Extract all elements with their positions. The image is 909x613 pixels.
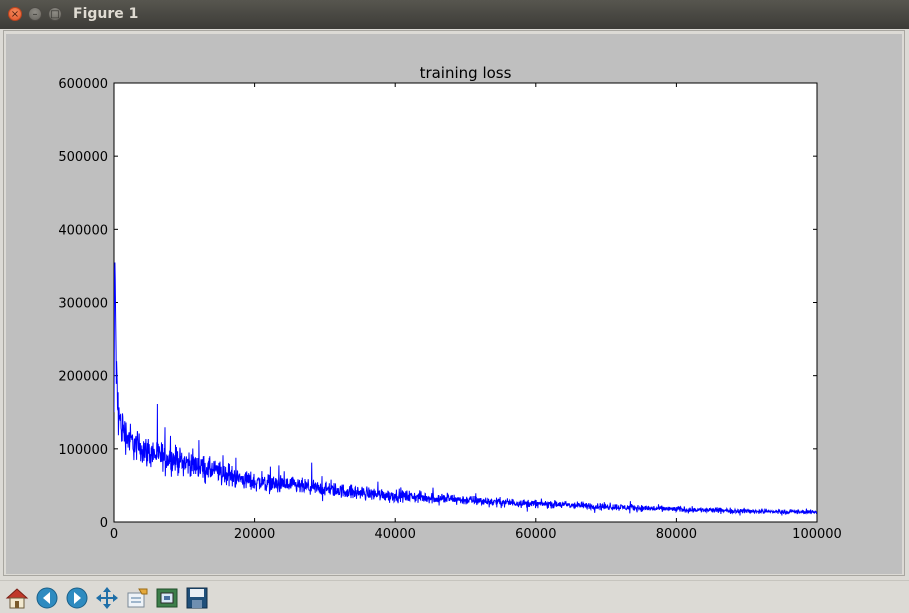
configure-subplots-button[interactable] <box>123 584 150 611</box>
x-tick-label: 0 <box>110 527 118 542</box>
window-title: Figure 1 <box>73 6 139 22</box>
navigation-toolbar <box>0 580 909 613</box>
forward-icon <box>66 587 87 608</box>
y-tick-label: 500000 <box>58 150 108 165</box>
series-line-loss <box>114 262 817 516</box>
y-tick-label: 600000 <box>58 77 108 92</box>
axes-background <box>113 82 818 523</box>
tick-marks <box>113 82 818 523</box>
home-button[interactable] <box>3 584 30 611</box>
tick-labels: 0 20000 40000 60000 80000 100000 0 100000 200000… <box>58 77 841 542</box>
chart-title: training loss <box>420 64 512 82</box>
save-icon <box>186 587 207 608</box>
y-tick-label: 400000 <box>58 223 108 238</box>
x-tick-label: 80000 <box>656 527 697 542</box>
back-button[interactable] <box>33 584 60 611</box>
maximize-icon[interactable]: □ <box>48 7 62 21</box>
x-tick-label: 40000 <box>375 527 416 542</box>
home-icon <box>5 587 28 608</box>
loss-chart: training loss 0 20000 40000 60000 80000 10000… <box>58 64 841 542</box>
back-icon <box>36 587 57 608</box>
configure-subplots-icon <box>127 588 147 607</box>
y-tick-label: 300000 <box>58 297 108 312</box>
figure-canvas[interactable]: training loss 0 20000 40000 60000 80000 10000… <box>6 34 902 574</box>
minimize-icon[interactable]: – <box>28 7 42 21</box>
zoom-rect-icon <box>156 588 177 607</box>
zoom-rect-button[interactable] <box>153 584 180 611</box>
pan-button[interactable] <box>93 584 120 611</box>
close-icon[interactable]: × <box>8 7 22 21</box>
pan-icon <box>95 586 118 609</box>
x-tick-label: 20000 <box>234 527 275 542</box>
y-tick-label: 0 <box>100 516 108 531</box>
x-tick-label: 100000 <box>792 527 842 542</box>
y-tick-label: 200000 <box>58 370 108 385</box>
save-button[interactable] <box>183 584 210 611</box>
x-tick-label: 60000 <box>515 527 556 542</box>
window-titlebar: × – □ Figure 1 <box>0 0 909 29</box>
forward-button[interactable] <box>63 584 90 611</box>
y-tick-label: 100000 <box>58 443 108 458</box>
